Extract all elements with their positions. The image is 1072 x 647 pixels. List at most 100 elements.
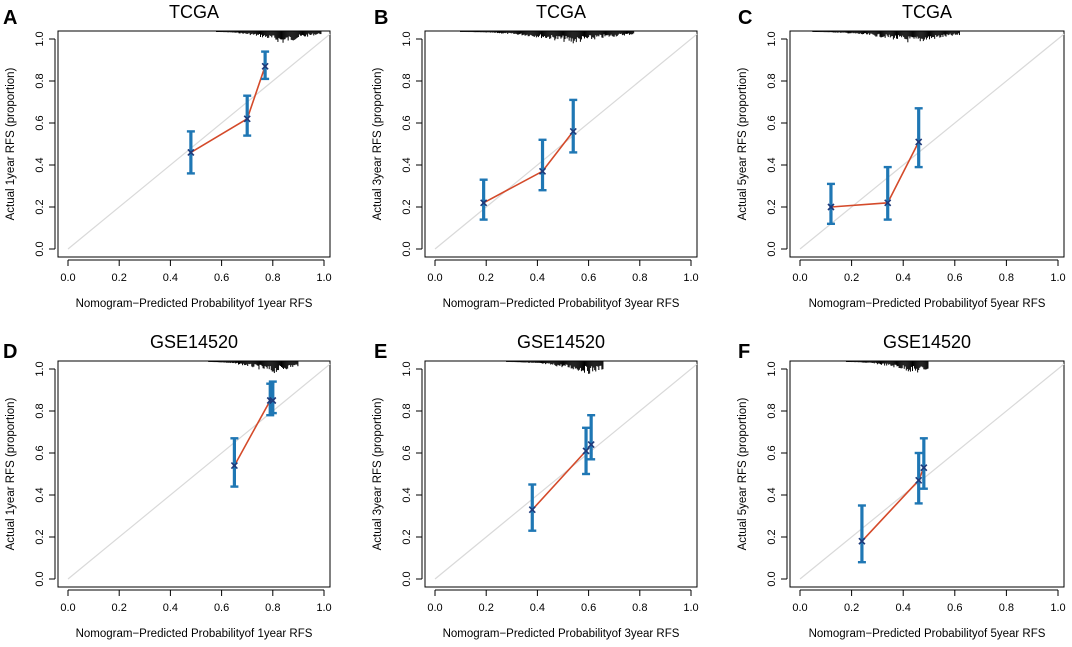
x-tick-label: 0.6	[581, 272, 596, 284]
y-tick-label: 0.2	[34, 199, 46, 214]
panel-e: E GSE14520 0.0 0.2 0.4 0.6 0.8 1.0 0.0 0.2 0.4 0.6 0…	[372, 332, 699, 640]
x-tick-label: 1.0	[1050, 272, 1065, 284]
x-tick-label: 0.6	[581, 602, 596, 614]
data-point	[243, 115, 251, 123]
y-tick-label: 0.2	[766, 199, 778, 214]
panel-letter: D	[3, 341, 17, 363]
x-tick-label: 0.2	[479, 272, 494, 284]
panel-b: B TCGA 0.0 0.2 0.4 0.6 0.8 1.0 0.0 0.2 0.4 0.6 0.8 1.…	[372, 2, 699, 310]
error-bar	[883, 165, 892, 221]
y-axis-label: Actual 5year RFS (proportion)	[737, 397, 749, 550]
data-point	[582, 447, 590, 455]
data-point	[827, 203, 835, 211]
y-tick-label: 0.0	[766, 571, 778, 586]
ideal-line	[434, 363, 698, 580]
error-bar	[528, 483, 537, 532]
y-tick-label: 1.0	[34, 361, 46, 376]
error-bar	[914, 107, 923, 169]
x-tick-label: 0.8	[265, 602, 280, 614]
x-tick-label: 0.2	[479, 602, 494, 614]
data-point	[187, 148, 195, 156]
x-tick-label: 0.2	[844, 602, 859, 614]
y-axis-label: Actual 5year RFS (proportion)	[737, 67, 749, 220]
y-tick-label: 0.6	[401, 445, 413, 460]
panel-letter: C	[738, 7, 752, 29]
y-axis-label: Actual 3year RFS (proportion)	[372, 397, 384, 550]
y-tick-label: 0.4	[34, 487, 46, 502]
point-mark	[243, 115, 251, 123]
point-mark	[884, 199, 892, 207]
panel-a: A TCGA 0.0 0.2 0.4 0.6 0.8 1.0 0.0 0.2 0.4 0.6 0.8 1.…	[3, 2, 332, 310]
data-point	[858, 537, 866, 545]
panel-letter: E	[374, 341, 387, 363]
prediction-rug	[208, 361, 299, 374]
y-axis-label: Actual 1year RFS (proportion)	[5, 397, 17, 550]
y-tick-label: 0.2	[401, 529, 413, 544]
data-point	[587, 441, 595, 449]
y-tick-label: 0.4	[34, 157, 46, 172]
prediction-rug	[506, 361, 604, 374]
panel-letter: A	[3, 7, 17, 29]
x-tick-label: 0.0	[60, 602, 75, 614]
y-tick-label: 0.6	[34, 115, 46, 130]
y-tick-label: 1.0	[766, 361, 778, 376]
x-tick-label: 0.6	[214, 272, 229, 284]
y-tick-label: 1.0	[766, 31, 778, 46]
point-mark	[920, 464, 928, 472]
x-tick-label: 0.2	[112, 272, 127, 284]
point-mark	[582, 447, 590, 455]
y-tick-label: 1.0	[401, 31, 413, 46]
calibration-line	[861, 467, 925, 542]
x-tick-label: 0.2	[112, 602, 127, 614]
y-tick-label: 0.6	[766, 445, 778, 460]
x-tick-label: 0.0	[427, 272, 442, 284]
error-bar	[230, 437, 239, 488]
chart-title: GSE14520	[517, 332, 605, 352]
panel-letter: F	[738, 341, 750, 363]
error-bar	[479, 178, 488, 221]
y-tick-label: 0.4	[401, 157, 413, 172]
y-tick-label: 0.2	[766, 529, 778, 544]
ideal-line	[799, 363, 1065, 580]
x-axis-label: Nomogram−Predicted Probabilityof 3year R…	[443, 298, 680, 310]
plot-frame	[57, 30, 331, 258]
error-bar	[569, 98, 578, 154]
prediction-rug	[812, 31, 960, 43]
y-tick-label: 0.8	[34, 73, 46, 88]
error-bar	[587, 414, 596, 461]
x-tick-label: 0.4	[163, 602, 178, 614]
x-tick-label: 0.8	[632, 272, 647, 284]
point-mark	[261, 62, 269, 70]
y-tick-label: 1.0	[34, 31, 46, 46]
x-tick-label: 0.4	[163, 272, 178, 284]
point-mark	[480, 199, 488, 207]
y-tick-label: 0.8	[401, 73, 413, 88]
y-tick-label: 0.8	[766, 403, 778, 418]
x-tick-label: 1.0	[1050, 602, 1065, 614]
y-tick-label: 0.0	[766, 241, 778, 256]
x-tick-label: 0.8	[999, 602, 1014, 614]
y-tick-label: 0.4	[766, 487, 778, 502]
data-point	[269, 396, 277, 405]
prediction-rug	[460, 31, 635, 44]
error-bar	[914, 451, 923, 505]
y-tick-label: 0.4	[766, 157, 778, 172]
error-bar	[919, 437, 928, 490]
point-mark	[269, 396, 277, 405]
y-tick-label: 0.6	[401, 115, 413, 130]
calibration-line	[531, 444, 592, 511]
panel-c: C TCGA 0.0 0.2 0.4 0.6 0.8 1.0 0.0 0.2 0.4 0.6 0.8 1.…	[737, 2, 1066, 310]
prediction-rug	[845, 361, 929, 373]
y-tick-label: 0.8	[34, 403, 46, 418]
x-axis-label: Nomogram−Predicted Probabilityof 1year R…	[76, 628, 313, 640]
data-point	[528, 506, 536, 514]
x-tick-label: 0.0	[792, 602, 807, 614]
x-axis-label: Nomogram−Predicted Probabilityof 5year R…	[809, 298, 1046, 310]
error-bar	[268, 380, 277, 415]
x-tick-label: 0.8	[265, 272, 280, 284]
y-tick-label: 0.8	[401, 403, 413, 418]
prediction-rug	[215, 31, 322, 43]
panel-d: D GSE14520 0.0 0.2 0.4 0.6 0.8 1.0 0.0 0.2 0.4 0.6 0…	[3, 332, 332, 640]
y-tick-label: 1.0	[401, 361, 413, 376]
x-tick-label: 1.0	[316, 602, 331, 614]
